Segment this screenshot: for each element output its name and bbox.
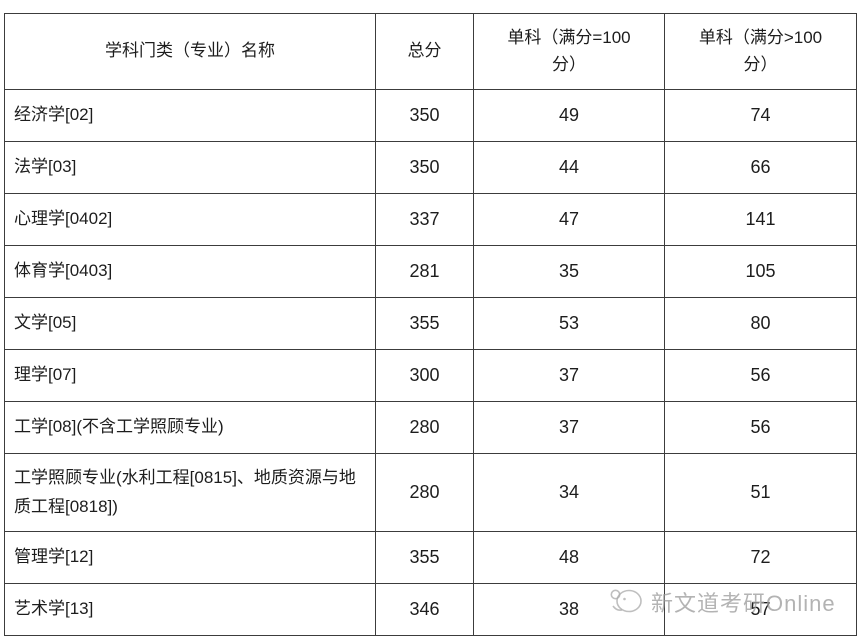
table-row: 管理学[12] 355 48 72 (4, 531, 857, 584)
total-score-cell: 355 (375, 531, 474, 584)
single-gt-100-cell: 80 (664, 297, 857, 350)
table-row: 艺术学[13] 346 38 57 (4, 583, 857, 636)
single-gt-100-cell: 56 (664, 401, 857, 454)
subject-name-cell: 工学照顾专业(水利工程[0815]、地质资源与地质工程[0818]) (4, 453, 376, 532)
single-gt-100-cell: 57 (664, 583, 857, 636)
column-header-single-gt-100: 单科（满分>100 分） (664, 13, 857, 90)
table-row: 心理学[0402] 337 47 141 (4, 193, 857, 246)
column-header-single-eq-100: 单科（满分=100 分） (473, 13, 665, 90)
table-row: 工学[08](不含工学照顾专业) 280 37 56 (4, 401, 857, 454)
subject-name-cell: 心理学[0402] (4, 193, 376, 246)
total-score-cell: 280 (375, 401, 474, 454)
single-gt-100-cell: 72 (664, 531, 857, 584)
column-header-subject-name: 学科门类（专业）名称 (4, 13, 376, 90)
single-eq-100-cell: 49 (473, 89, 665, 142)
table-row: 理学[07] 300 37 56 (4, 349, 857, 402)
subject-name-cell: 法学[03] (4, 141, 376, 194)
score-table: 学科门类（专业）名称 总分 单科（满分=100 分） 单科（满分>100 分） … (4, 13, 857, 636)
total-score-cell: 337 (375, 193, 474, 246)
subject-name-cell: 管理学[12] (4, 531, 376, 584)
single-eq-100-cell: 37 (473, 349, 665, 402)
total-score-cell: 355 (375, 297, 474, 350)
total-score-cell: 350 (375, 89, 474, 142)
total-score-cell: 350 (375, 141, 474, 194)
total-score-cell: 346 (375, 583, 474, 636)
single-eq-100-cell: 48 (473, 531, 665, 584)
single-gt-100-cell: 56 (664, 349, 857, 402)
single-eq-100-cell: 53 (473, 297, 665, 350)
single-eq-100-cell: 47 (473, 193, 665, 246)
subject-name-cell: 体育学[0403] (4, 245, 376, 298)
subject-name-cell: 工学[08](不含工学照顾专业) (4, 401, 376, 454)
single-eq-100-cell: 44 (473, 141, 665, 194)
subject-name-cell: 经济学[02] (4, 89, 376, 142)
single-eq-100-cell: 37 (473, 401, 665, 454)
single-gt-100-cell: 74 (664, 89, 857, 142)
header-row: 学科门类（专业）名称 总分 单科（满分=100 分） 单科（满分>100 分） (4, 13, 857, 90)
single-gt-100-cell: 141 (664, 193, 857, 246)
total-score-cell: 300 (375, 349, 474, 402)
table-row: 工学照顾专业(水利工程[0815]、地质资源与地质工程[0818]) 280 3… (4, 453, 857, 532)
total-score-cell: 280 (375, 453, 474, 532)
table-row: 文学[05] 355 53 80 (4, 297, 857, 350)
table-row: 法学[03] 350 44 66 (4, 141, 857, 194)
single-gt-100-cell: 51 (664, 453, 857, 532)
subject-name-cell: 文学[05] (4, 297, 376, 350)
single-eq-100-cell: 34 (473, 453, 665, 532)
single-gt-100-cell: 66 (664, 141, 857, 194)
table-row: 体育学[0403] 281 35 105 (4, 245, 857, 298)
single-eq-100-cell: 38 (473, 583, 665, 636)
total-score-cell: 281 (375, 245, 474, 298)
single-eq-100-cell: 35 (473, 245, 665, 298)
column-header-total-score: 总分 (375, 13, 474, 90)
subject-name-cell: 艺术学[13] (4, 583, 376, 636)
subject-name-cell: 理学[07] (4, 349, 376, 402)
table-row: 经济学[02] 350 49 74 (4, 89, 857, 142)
single-gt-100-cell: 105 (664, 245, 857, 298)
